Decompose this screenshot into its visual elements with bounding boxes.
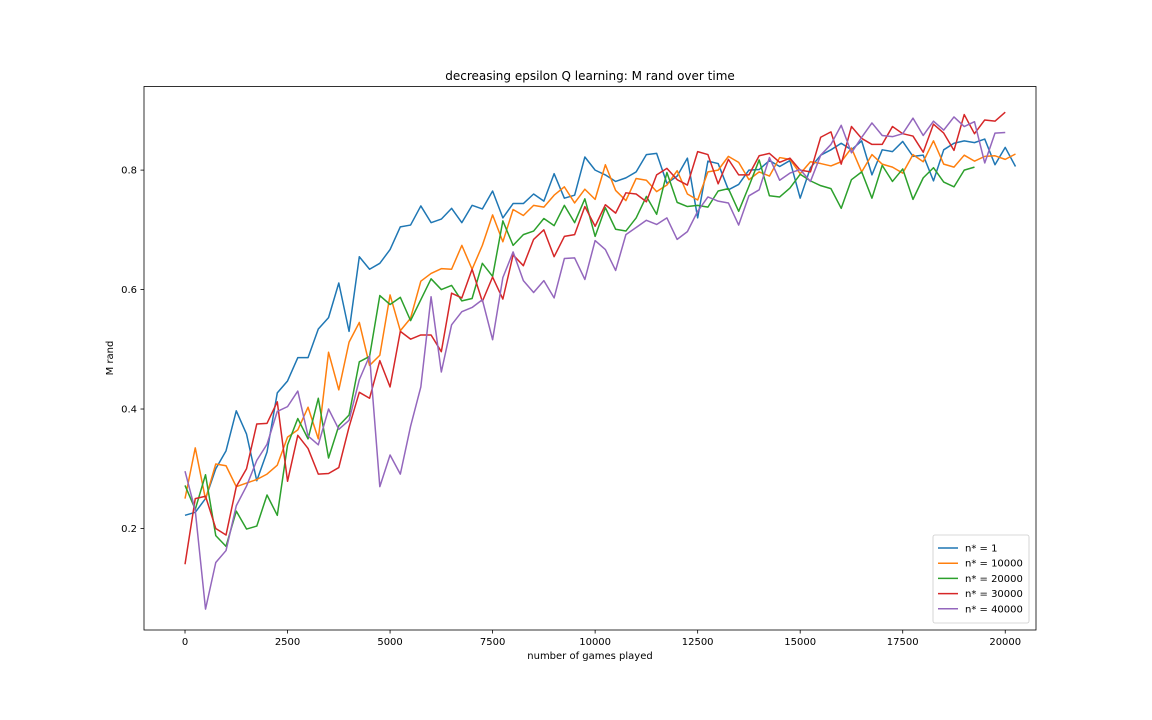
x-axis-label: number of games played: [527, 651, 652, 662]
x-tick-label: 17500: [887, 637, 919, 648]
y-tick-label: 0.8: [121, 166, 137, 177]
series-line-4: [184, 111, 1006, 565]
series-line-5: [184, 116, 1006, 610]
y-tick-label: 0.4: [121, 405, 137, 416]
legend-box: [932, 534, 1030, 624]
y-axis-ticks: 0.2 0.4 0.6 0.8: [121, 166, 144, 535]
x-tick-label: 10000: [579, 637, 611, 648]
legend-label-4: n* = 30000: [965, 589, 1023, 600]
x-tick-label: 0: [182, 637, 188, 648]
plot-area-frame: [143, 86, 1037, 631]
legend-label-1: n* = 1: [965, 544, 997, 555]
series-layer: [184, 111, 1017, 610]
series-line-2: [184, 140, 1016, 500]
y-tick-label: 0.6: [121, 285, 137, 296]
legend-label-3: n* = 20000: [965, 574, 1023, 585]
x-axis-ticks: 0 2500 5000 7500 10000 12500 15000 17500 20000: [182, 630, 1021, 648]
x-tick-label: 12500: [682, 637, 714, 648]
y-axis-label: M rand: [105, 341, 116, 376]
legend: n* = 1 n* = 10000 n* = 20000 n* = 30000 n* =…: [932, 534, 1030, 624]
y-tick-label: 0.2: [121, 524, 137, 535]
legend-label-5: n* = 40000: [965, 604, 1023, 615]
x-tick-label: 15000: [784, 637, 816, 648]
x-tick-label: 20000: [989, 637, 1021, 648]
series-line-1: [184, 138, 1017, 517]
x-tick-label: 5000: [377, 637, 402, 648]
chart-title: decreasing epsilon Q learning: M rand ov…: [445, 69, 735, 83]
legend-label-2: n* = 10000: [965, 559, 1023, 570]
x-tick-label: 7500: [480, 637, 505, 648]
x-tick-label: 2500: [275, 637, 300, 648]
series-line-3: [184, 159, 975, 548]
